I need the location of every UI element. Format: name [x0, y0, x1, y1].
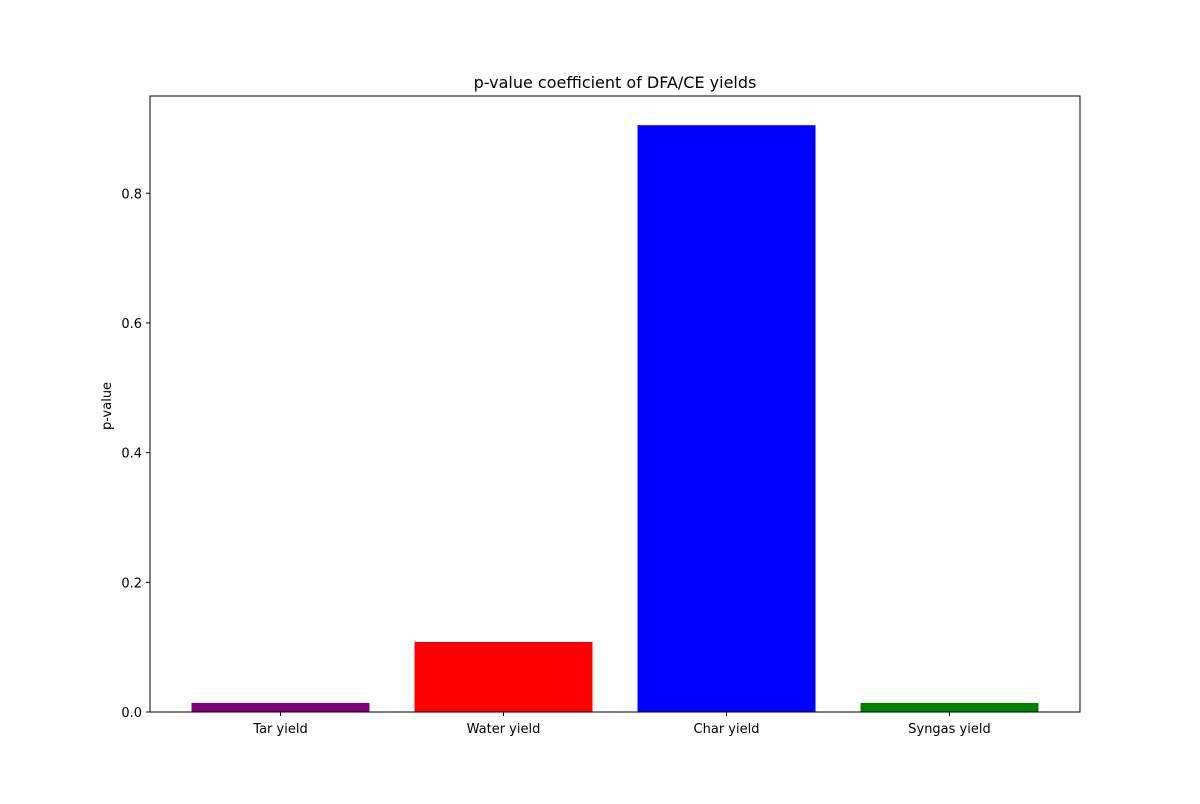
bar-tar-yield — [191, 702, 370, 712]
x-axis-ticks: Tar yield Water yield Char yield Syngas yie… — [252, 712, 991, 737]
x-tick-label: Tar yield — [252, 722, 307, 737]
y-tick-label: 0.2 — [121, 576, 142, 591]
bar-char-yield — [637, 125, 816, 712]
bar-water-yield — [414, 641, 593, 712]
y-tick-label: 0.8 — [121, 187, 142, 202]
bars-group — [191, 125, 1039, 712]
bar-syngas-yield — [860, 702, 1039, 712]
x-tick-label: Water yield — [467, 722, 541, 737]
y-tick-label: 0.6 — [121, 317, 142, 332]
chart-title: p-value coefficient of DFA/CE yields — [474, 73, 757, 92]
y-tick-label: 0.4 — [121, 447, 142, 462]
x-tick-label: Syngas yield — [908, 722, 990, 737]
x-tick-label: Char yield — [694, 722, 760, 737]
plot-area-frame — [149, 95, 1081, 713]
y-axis-label: p-value — [100, 382, 115, 430]
y-axis-ticks: 0.0 0.2 0.4 0.6 0.8 — [121, 187, 150, 721]
y-tick-label: 0.0 — [121, 706, 142, 721]
